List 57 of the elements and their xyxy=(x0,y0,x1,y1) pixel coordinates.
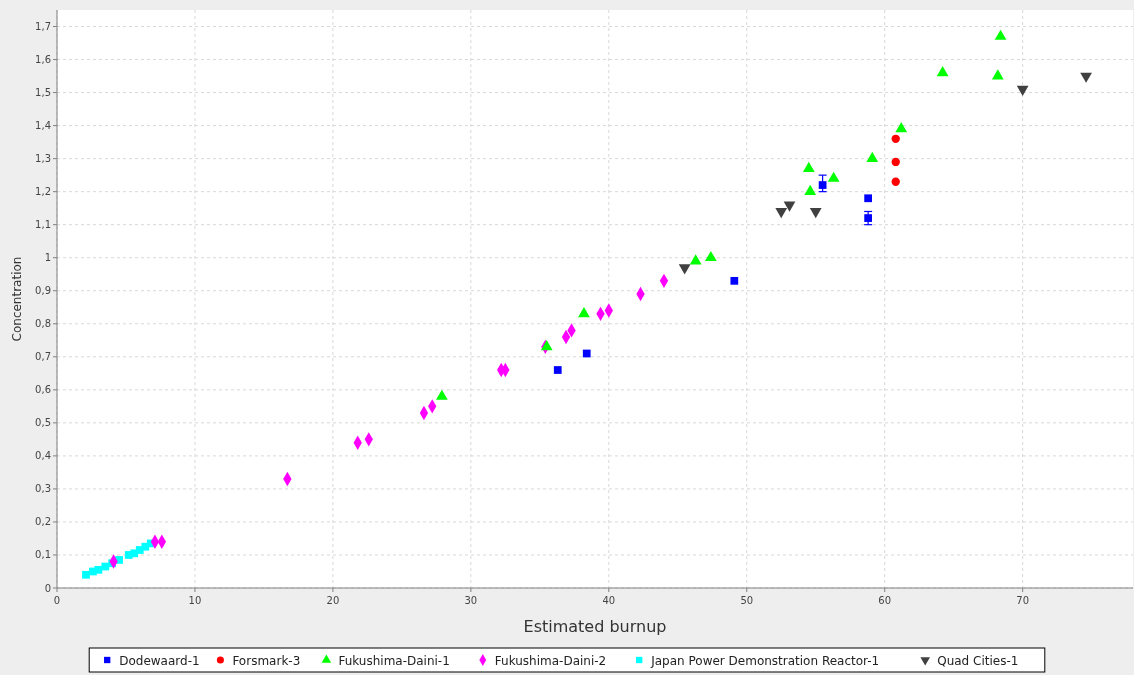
legend-label: Forsmark-3 xyxy=(232,653,301,668)
point xyxy=(82,570,90,579)
point xyxy=(866,151,879,163)
y-tick-label: 0,8 xyxy=(35,318,51,330)
y-tick-label: 0,7 xyxy=(35,351,51,363)
legend-label: Fukushima-Daini-1 xyxy=(338,653,450,668)
point xyxy=(730,276,739,285)
x-tick-label: 50 xyxy=(740,595,754,606)
point xyxy=(827,171,840,182)
point xyxy=(991,69,1004,80)
y-tick-label: 0,5 xyxy=(35,417,51,429)
y-tick-label: 0,1 xyxy=(35,549,51,561)
point xyxy=(891,157,900,167)
y-tick-label: 0,3 xyxy=(35,483,51,495)
y-tick-label: 1,5 xyxy=(35,87,51,99)
point xyxy=(689,254,702,265)
point xyxy=(994,29,1007,40)
x-tick-label: 0 xyxy=(53,595,61,606)
point xyxy=(704,250,717,262)
point xyxy=(864,214,873,222)
legend-label: Dodewaard-1 xyxy=(119,653,200,668)
point xyxy=(818,181,827,189)
x-axis-title: Estimated burnup xyxy=(523,617,667,636)
y-tick-label: 1 xyxy=(44,252,51,264)
point xyxy=(891,134,900,143)
x-tick-label: 40 xyxy=(602,595,616,606)
point xyxy=(435,389,448,400)
legend-label: Quad Cities-1 xyxy=(937,653,1019,668)
point xyxy=(582,349,591,358)
x-tick-label: 10 xyxy=(188,595,202,606)
y-tick-label: 0,2 xyxy=(35,516,51,528)
legend-label: Japan Power Demonstration Reactor-1 xyxy=(650,653,880,668)
y-tick-label: 1,2 xyxy=(35,186,51,198)
point xyxy=(578,307,590,318)
point xyxy=(891,177,900,186)
y-tick-label: 1,3 xyxy=(35,153,51,165)
point xyxy=(802,161,815,172)
legend-label: Fukushima-Daini-2 xyxy=(494,653,607,668)
x-tick-label: 30 xyxy=(464,595,478,606)
y-tick-label: 0,4 xyxy=(35,450,51,462)
y-tick-label: 0,9 xyxy=(35,285,51,297)
y-tick-label: 1,7 xyxy=(35,21,51,33)
y-tick-label: 0,6 xyxy=(35,384,51,396)
point xyxy=(895,122,908,133)
y-tick-label: 0 xyxy=(44,582,51,594)
point xyxy=(540,340,553,351)
point xyxy=(936,65,949,77)
x-tick-label: 60 xyxy=(878,595,892,606)
y-tick-label: 1,1 xyxy=(35,219,51,231)
point xyxy=(804,184,817,196)
point xyxy=(553,366,562,374)
x-tick-label: 20 xyxy=(326,595,340,606)
point xyxy=(864,194,873,203)
y-tick-label: 1,6 xyxy=(35,54,51,66)
x-tick-label: 70 xyxy=(1016,595,1030,606)
y-tick-label: 1,4 xyxy=(35,120,51,132)
y-axis-title: Concentration xyxy=(10,256,24,342)
